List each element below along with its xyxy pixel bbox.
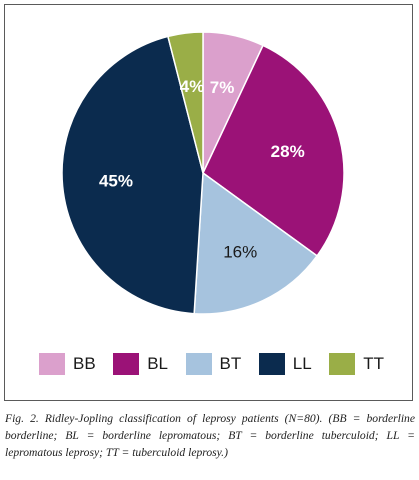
data-label-bb: 7% <box>210 78 235 97</box>
data-label-bt: 16% <box>223 243 257 262</box>
figure-frame: 7% 28% 16% 45% 4% BB BL BT LL TT <box>4 4 413 401</box>
data-label-ll: 45% <box>99 172 133 191</box>
legend-label-bb: BB <box>73 354 96 373</box>
pie-slice-ll <box>61 35 204 315</box>
data-label-tt: 4% <box>180 77 205 96</box>
pie-chart: 7% 28% 16% 45% 4% <box>61 31 345 315</box>
pie-slice-bt <box>193 171 319 315</box>
legend-item-bl: BL <box>113 353 168 375</box>
legend-label-bt: BT <box>219 354 242 373</box>
data-label-bl: 28% <box>271 142 305 161</box>
legend-item-tt: TT <box>329 353 384 375</box>
legend-item-ll: LL <box>258 353 312 375</box>
pie-slice-bl <box>202 44 345 257</box>
legend-swatch-ll <box>258 353 285 375</box>
pie-slice-tt <box>167 31 204 174</box>
legend-swatch-bl <box>113 353 140 375</box>
legend-label-bl: BL <box>147 354 168 373</box>
legend-label-tt: TT <box>363 354 384 373</box>
legend-swatch-bb <box>39 353 65 375</box>
legend-item-bt: BT <box>185 353 242 375</box>
legend-swatch-bt <box>185 353 212 375</box>
legend-label-ll: LL <box>292 354 312 373</box>
legend-item-bb: BB <box>39 353 96 375</box>
figure-caption: Fig. 2. Ridley-Jopling classification of… <box>5 412 415 459</box>
legend-swatch-tt <box>329 353 356 375</box>
chart-legend: BB BL BT LL TT <box>39 351 384 377</box>
